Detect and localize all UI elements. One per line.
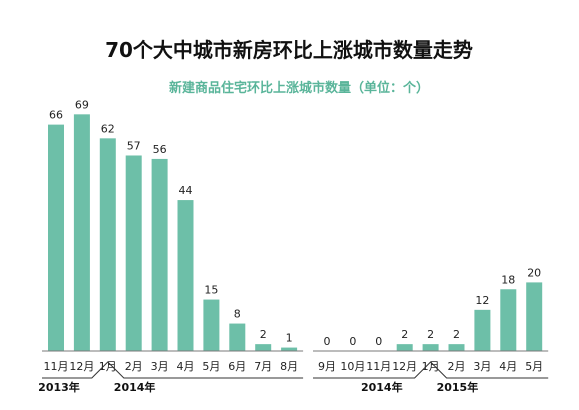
data-label: 18 bbox=[501, 273, 515, 286]
x-tick-label: 10月 bbox=[340, 360, 365, 373]
data-label: 2 bbox=[260, 328, 267, 341]
data-label: 56 bbox=[153, 143, 167, 156]
bar bbox=[229, 323, 246, 351]
data-label: 2 bbox=[401, 328, 408, 341]
x-tick-label: 1月 bbox=[99, 360, 117, 373]
data-label: 57 bbox=[127, 139, 141, 152]
x-tick-label: 4月 bbox=[499, 360, 517, 373]
data-label: 8 bbox=[234, 308, 241, 321]
data-label: 15 bbox=[204, 284, 218, 297]
x-tick-label: 3月 bbox=[151, 360, 169, 373]
bar bbox=[99, 138, 116, 351]
bar bbox=[73, 114, 90, 351]
x-tick-label: 11月 bbox=[44, 360, 69, 373]
x-tick-label: 12月 bbox=[392, 360, 417, 373]
plot-area: 66 11月 69 12月 62 1月 57 2月 56 3月 44 4月 15 5月 8 6月 2 7月 1 8月 2… bbox=[38, 98, 549, 394]
x-tick-label: 1月 bbox=[422, 360, 440, 373]
data-label: 69 bbox=[75, 98, 89, 111]
data-label: 12 bbox=[475, 294, 489, 307]
x-tick-label: 6月 bbox=[228, 360, 246, 373]
year-bracket bbox=[42, 361, 304, 379]
x-tick-label: 5月 bbox=[525, 360, 543, 373]
x-tick-label: 3月 bbox=[473, 360, 491, 373]
bar bbox=[422, 344, 439, 351]
bar bbox=[48, 124, 64, 352]
bar bbox=[526, 282, 543, 351]
bar bbox=[151, 158, 168, 351]
data-label: 66 bbox=[49, 109, 63, 122]
data-label: 62 bbox=[101, 122, 115, 135]
x-tick-label: 2月 bbox=[125, 360, 143, 373]
year-label: 2014年 bbox=[114, 380, 156, 394]
data-label: 20 bbox=[527, 266, 541, 279]
x-tick-label: 12月 bbox=[69, 360, 94, 373]
x-tick-label: 11月 bbox=[366, 360, 391, 373]
bar bbox=[203, 299, 220, 351]
x-tick-label: 8月 bbox=[280, 360, 298, 373]
x-tick-label: 9月 bbox=[318, 360, 336, 373]
bar bbox=[396, 344, 413, 351]
year-label: 2015年 bbox=[437, 380, 479, 394]
bar bbox=[255, 344, 272, 351]
chart-title: 70个大中城市新房环比上涨城市数量走势 bbox=[105, 38, 473, 62]
bar bbox=[281, 347, 298, 351]
x-tick-label: 5月 bbox=[202, 360, 220, 373]
year-bracket bbox=[313, 361, 549, 379]
year-label: 2014年 bbox=[361, 380, 403, 394]
x-tick-label: 4月 bbox=[177, 360, 195, 373]
data-label: 0 bbox=[324, 335, 331, 348]
bar bbox=[448, 344, 465, 351]
chart-subtitle: 新建商品住宅环比上涨城市数量（单位：个） bbox=[169, 80, 429, 96]
bar bbox=[125, 155, 142, 351]
data-label: 2 bbox=[427, 328, 434, 341]
data-label: 0 bbox=[349, 335, 356, 348]
bar bbox=[474, 309, 491, 351]
data-label: 2 bbox=[453, 328, 460, 341]
data-label: 44 bbox=[179, 184, 193, 197]
data-label: 0 bbox=[375, 335, 382, 348]
data-label: 1 bbox=[286, 332, 293, 345]
year-label: 2013年 bbox=[38, 380, 80, 394]
bar bbox=[177, 200, 194, 351]
x-tick-label: 2月 bbox=[448, 360, 466, 373]
bar bbox=[500, 289, 517, 351]
x-tick-label: 7月 bbox=[254, 360, 272, 373]
